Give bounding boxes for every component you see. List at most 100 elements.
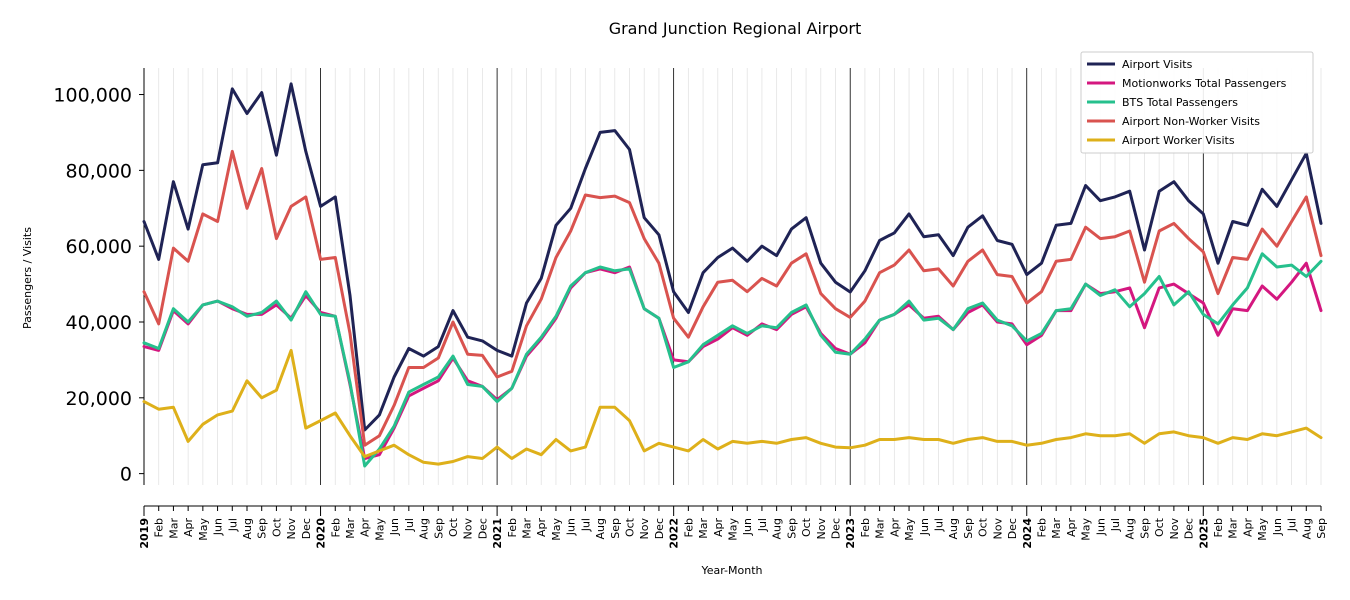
x-tick-label: Jun bbox=[918, 518, 931, 536]
x-tick-label: Nov bbox=[638, 518, 651, 540]
x-tick-label: Sep bbox=[1138, 518, 1151, 539]
series-line-bts-total-passengers bbox=[142, 252, 1323, 468]
x-tick-label: Apr bbox=[359, 518, 372, 538]
y-tick-label: 100,000 bbox=[53, 85, 132, 107]
x-tick-label: May bbox=[903, 518, 916, 541]
y-tick-label: 40,000 bbox=[66, 312, 132, 334]
x-tick-label: Aug bbox=[947, 518, 960, 539]
x-tick-label: Sep bbox=[432, 518, 445, 539]
x-tick-label: May bbox=[197, 518, 210, 541]
y-tick-label: 80,000 bbox=[66, 160, 132, 182]
x-tick-label: Sep bbox=[785, 518, 798, 539]
x-tick-label: Aug bbox=[241, 518, 254, 539]
x-tick-label: Feb bbox=[682, 518, 695, 537]
x-tick-label: Feb bbox=[506, 518, 519, 537]
x-tick-label: Oct bbox=[270, 517, 283, 537]
x-tick-labels: 2019 Feb Mar Apr May Jun Jul Aug Sep Oct Nov Dec 202… bbox=[138, 506, 1328, 549]
x-tick-label: Jul bbox=[226, 518, 239, 532]
x-tick-label: Aug bbox=[594, 518, 607, 539]
x-tick-label: Jun bbox=[388, 518, 401, 536]
x-tick-label: Oct bbox=[447, 517, 460, 537]
x-tick-label: 2023 bbox=[844, 518, 857, 549]
series-line-airport-non-worker-visits bbox=[142, 149, 1323, 447]
x-tick-label: Oct bbox=[1153, 517, 1166, 537]
y-tick-label: 0 bbox=[120, 464, 132, 486]
x-tick-label: Nov bbox=[1168, 518, 1181, 540]
x-tick-label: Apr bbox=[535, 518, 548, 538]
legend: Airport Visits Motionworks Total Passenge… bbox=[1080, 51, 1314, 154]
x-tick-label: Jul bbox=[1286, 518, 1299, 532]
x-tick-label: Mar bbox=[521, 518, 534, 539]
x-tick-label: 2021 bbox=[491, 518, 504, 549]
x-tick-label: May bbox=[1256, 518, 1269, 541]
x-tick-label: Apr bbox=[182, 518, 195, 538]
x-tick-label: Feb bbox=[329, 518, 342, 537]
legend-box bbox=[1080, 51, 1314, 154]
x-tick-label: Jun bbox=[741, 518, 754, 536]
x-tick-label: Mar bbox=[697, 518, 710, 539]
x-tick-label: Jun bbox=[1094, 518, 1107, 536]
x-tick-label: Jun bbox=[1271, 518, 1284, 536]
x-tick-label: Aug bbox=[418, 518, 431, 539]
x-tick-label: 2020 bbox=[315, 518, 328, 549]
x-tick-label: Dec bbox=[1006, 518, 1019, 539]
y-tick-label: 60,000 bbox=[66, 236, 132, 258]
x-tick-label: Dec bbox=[829, 518, 842, 539]
x-tick-label: Aug bbox=[771, 518, 784, 539]
x-tick-label: Mar bbox=[1227, 518, 1240, 539]
x-tick-label: Mar bbox=[874, 518, 887, 539]
x-tick-label: May bbox=[550, 518, 563, 541]
x-tick-label: May bbox=[373, 518, 386, 541]
y-axis-label: Passengers / Visits bbox=[21, 227, 34, 329]
x-tick-label: Feb bbox=[153, 518, 166, 537]
x-tick-label: Apr bbox=[712, 518, 725, 538]
x-tick-label: Jul bbox=[1109, 518, 1122, 532]
x-tick-label: Nov bbox=[462, 518, 475, 540]
x-tick-label: 2022 bbox=[668, 518, 681, 549]
x-tick-label: 2019 bbox=[138, 518, 151, 549]
y-tick-labels: 0 20,000 40,000 60,000 80,000 100,000 bbox=[53, 85, 144, 486]
series-line-airport-visits bbox=[142, 82, 1323, 432]
x-tick-label: Feb bbox=[859, 518, 872, 537]
x-tick-label: Nov bbox=[991, 518, 1004, 540]
x-tick-label: Sep bbox=[962, 518, 975, 539]
x-tick-label: Sep bbox=[256, 518, 269, 539]
x-tick-label: Dec bbox=[653, 518, 666, 539]
x-tick-label: Apr bbox=[1065, 518, 1078, 538]
x-tick-label: Mar bbox=[1050, 518, 1063, 539]
x-tick-label: Aug bbox=[1124, 518, 1137, 539]
x-tick-label: Feb bbox=[1035, 518, 1048, 537]
series-line-airport-worker-visits bbox=[142, 348, 1323, 466]
x-tick-label: Feb bbox=[1212, 518, 1225, 537]
x-tick-label: Oct bbox=[624, 517, 637, 537]
x-tick-label: Sep bbox=[609, 518, 622, 539]
x-tick-label: Jun bbox=[565, 518, 578, 536]
x-tick-label: Apr bbox=[888, 518, 901, 538]
x-tick-label: Jul bbox=[579, 518, 592, 532]
x-tick-label: Nov bbox=[815, 518, 828, 540]
x-tick-label: 2024 bbox=[1021, 518, 1034, 549]
legend-label: Motionworks Total Passengers bbox=[1122, 77, 1287, 90]
x-tick-label: Mar bbox=[167, 518, 180, 539]
x-tick-label: Jul bbox=[403, 518, 416, 532]
chart-series bbox=[142, 82, 1323, 468]
y-tick-label: 20,000 bbox=[66, 388, 132, 410]
x-tick-label: Jul bbox=[756, 518, 769, 532]
x-tick-label: Oct bbox=[977, 517, 990, 537]
legend-label: Airport Non-Worker Visits bbox=[1122, 115, 1260, 128]
x-tick-label: Oct bbox=[800, 517, 813, 537]
x-tick-label: Aug bbox=[1300, 518, 1313, 539]
legend-label: BTS Total Passengers bbox=[1122, 96, 1238, 109]
legend-label: Airport Visits bbox=[1122, 58, 1193, 71]
x-tick-label: May bbox=[1080, 518, 1093, 541]
x-tick-label: Jun bbox=[212, 518, 225, 536]
x-axis-label: Year-Month bbox=[700, 564, 762, 577]
chart-grid bbox=[158, 68, 1322, 485]
x-tick-label: Dec bbox=[1183, 518, 1196, 539]
x-tick-label: Nov bbox=[285, 518, 298, 540]
x-tick-label: Dec bbox=[300, 518, 313, 539]
x-tick-label: May bbox=[727, 518, 740, 541]
chart-title: Grand Junction Regional Airport bbox=[609, 19, 862, 38]
x-tick-label: Sep bbox=[1315, 518, 1328, 539]
